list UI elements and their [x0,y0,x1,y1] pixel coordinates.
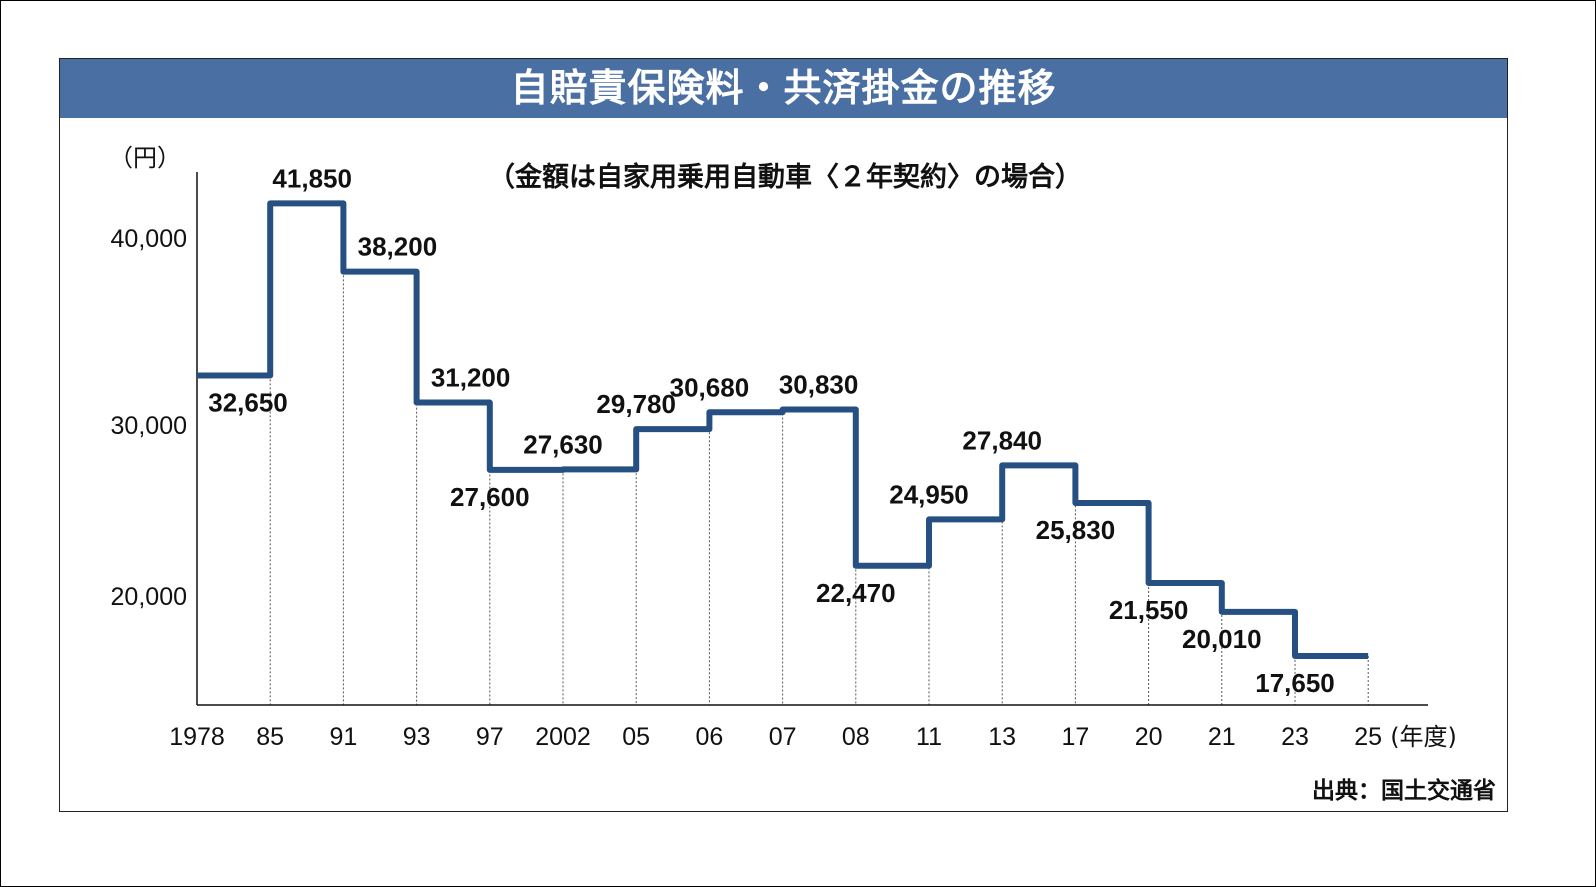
step-line [197,200,1369,659]
x-tick-label: 2002 [535,723,591,751]
data-label: 30,680 [670,372,750,402]
data-label: 27,600 [450,482,530,512]
data-label: 27,630 [523,429,603,459]
chart-frame: 自賠責保険料・共済掛金の推移 [59,58,1508,812]
x-tick-label: 1978 [169,723,225,751]
x-tick-label: 23 [1281,723,1309,751]
chart-title: 自賠責保険料・共済掛金の推移 [60,59,1507,118]
data-label: 29,780 [596,389,676,419]
y-tick-label: 30,000 [111,412,187,440]
data-label: 22,470 [816,578,896,608]
data-label: 24,950 [889,479,969,509]
y-tick-label: 20,000 [111,583,187,611]
data-label: 31,200 [431,363,511,393]
y-axis-unit-label: （円） [109,144,181,172]
y-tick-label: 40,000 [111,225,187,253]
x-tick-label: 97 [476,723,504,751]
x-tick-label: 25 [1354,723,1382,751]
data-label: 41,850 [272,163,352,193]
data-label: 21,550 [1109,595,1189,625]
chart-subtitle: （金額は自家用乗用自動車〈２年契約〉の場合） [488,161,1082,193]
data-label: 17,650 [1255,668,1335,698]
data-label: 30,830 [779,369,859,399]
x-tick-label: 91 [329,723,357,751]
x-tick-label: 21 [1208,723,1236,751]
x-tick-label: 85 [256,723,284,751]
data-label: 32,650 [208,387,288,417]
x-tick-label: 93 [403,723,431,751]
x-tick-label: 07 [769,723,797,751]
source-note: 出典：国土交通省 [1312,777,1496,804]
data-label: 38,200 [358,232,438,262]
x-tick-label: 13 [988,723,1016,751]
x-tick-label: 06 [695,723,723,751]
data-label: 20,010 [1182,624,1262,654]
data-label: 25,830 [1036,515,1116,545]
x-tick-label: 11 [916,723,942,751]
x-tick-label: 05 [622,723,650,751]
x-tick-label: 20 [1135,723,1163,751]
data-label: 27,840 [962,425,1042,455]
x-axis-unit-label: (年度) [1390,723,1457,751]
x-tick-label: 17 [1061,723,1089,751]
x-tick-label: 08 [842,723,870,751]
